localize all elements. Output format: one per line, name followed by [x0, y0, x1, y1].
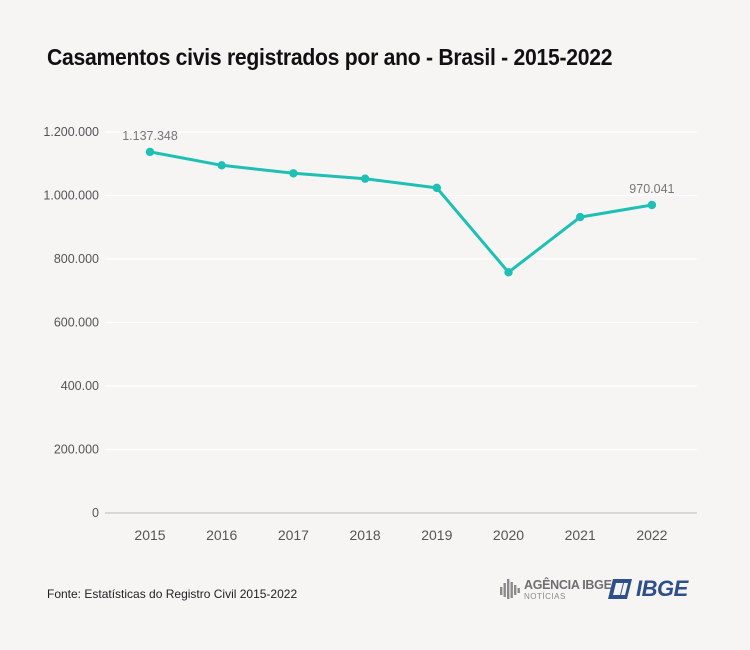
x-tick-label: 2018	[350, 527, 381, 543]
x-tick-label: 2022	[636, 527, 667, 543]
y-axis-ticks: 0 200.000 400.00 600.000 800.000 1.000.000 1.2…	[43, 125, 99, 520]
x-tick-label: 2020	[493, 527, 524, 543]
x-tick-label: 2019	[421, 527, 452, 543]
agencia-ibge-text: AGÊNCIA IBGE	[524, 578, 612, 592]
data-label: 1.137.348	[122, 129, 178, 143]
ibge-logo-text: IBGE	[636, 576, 688, 601]
data-point	[289, 169, 298, 178]
y-tick-label: 800.000	[54, 252, 99, 266]
y-tick-label: 0	[92, 506, 99, 520]
y-tick-label: 1.200.000	[43, 125, 99, 139]
agencia-ibge-logo: AGÊNCIA IBGE NOTÍCIAS	[500, 579, 612, 601]
series-line	[148, 150, 654, 274]
y-tick-label: 600.000	[54, 316, 99, 330]
x-tick-label: 2017	[278, 527, 309, 543]
ibge-mark-icon	[608, 579, 632, 599]
data-point	[217, 161, 226, 170]
series-line-path	[148, 150, 654, 274]
x-tick-label: 2016	[206, 527, 237, 543]
series-points	[145, 147, 657, 277]
source-note: Fonte: Estatísticas do Registro Civil 20…	[47, 587, 298, 601]
data-point	[647, 200, 657, 210]
x-tick-label: 2021	[565, 527, 596, 543]
grid-lines	[105, 131, 697, 451]
x-tick-label: 2015	[134, 527, 165, 543]
data-point	[360, 174, 370, 183]
ibge-logo: IBGE	[607, 576, 688, 602]
data-point	[145, 147, 155, 157]
logos: AGÊNCIA IBGE NOTÍCIAS IBGE	[500, 576, 705, 608]
y-tick-label: 200.000	[54, 443, 99, 457]
data-labels: 1.137.348 970.041	[122, 129, 674, 196]
x-axis-ticks: 2015 2016 2017 2018 2019 2020 2021 2022	[134, 527, 667, 543]
data-point	[504, 268, 513, 277]
y-tick-label: 1.000.000	[43, 189, 99, 203]
data-label: 970.041	[629, 182, 674, 196]
y-tick-label: 400.00	[61, 379, 99, 393]
chart-title: Casamentos civis registrados por ano - B…	[47, 44, 613, 70]
agencia-ibge-mark-icon	[500, 579, 520, 599]
data-point	[576, 212, 585, 222]
agencia-noticias-text: NOTÍCIAS	[524, 591, 566, 601]
data-point	[432, 183, 441, 193]
